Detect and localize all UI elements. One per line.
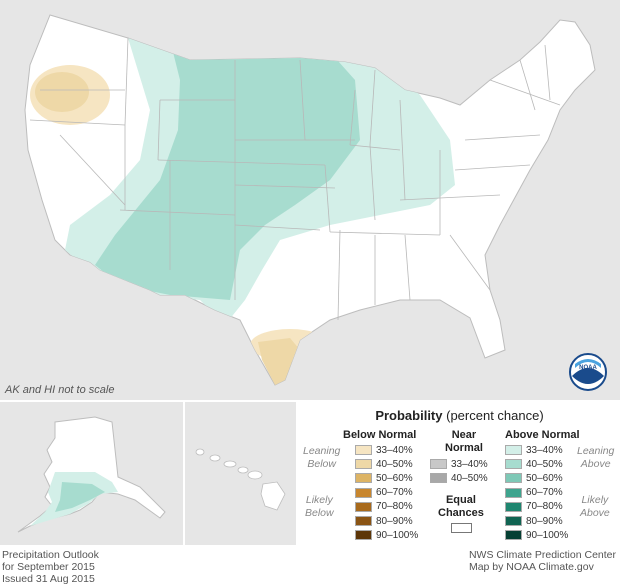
below-normal-row: 33–40%: [355, 444, 413, 456]
above-normal-row: 60–70%: [505, 487, 563, 499]
hawaii-inset: [185, 402, 296, 545]
below-normal-range-label: 50–60%: [376, 472, 413, 484]
above-normal-range-label: 90–100%: [526, 529, 569, 541]
equal-word: Equal: [445, 494, 476, 506]
equal-chances-label: Equal Chances: [438, 494, 484, 520]
below-40-50-texas: [258, 338, 300, 385]
below-normal-row: 80–90%: [355, 515, 413, 527]
below-normal-range-label: 60–70%: [376, 487, 413, 499]
above-leaning-word2: Above: [580, 458, 611, 470]
above-normal-range-label: 80–90%: [526, 515, 563, 527]
below-normal-row: 50–60%: [355, 472, 413, 484]
below-normal-swatch: [355, 445, 372, 455]
state-borders: [29, 37, 561, 321]
near-normal-swatch: [430, 459, 447, 469]
above-normal-row: 40–50%: [505, 458, 563, 470]
above-normal-row: 90–100%: [505, 529, 568, 541]
above-likely-label: Likely Above: [580, 494, 610, 520]
below-leaning-label: Leaning Below: [303, 445, 340, 471]
chances-word: Chances: [438, 507, 484, 519]
below-normal-swatch: [355, 516, 372, 526]
alaska-svg: [17, 416, 166, 533]
legend-title: Probability (percent chance): [299, 408, 620, 423]
above-normal-swatch: [505, 445, 522, 455]
below-normal-swatch: [355, 473, 372, 484]
hawaii-svg: [195, 448, 286, 511]
above-40-50-region: [95, 40, 360, 300]
above-normal-range-label: 70–80%: [526, 501, 563, 513]
near-normal-range-label: 40–50%: [451, 472, 488, 484]
legend-title-bold: Probability: [375, 408, 443, 423]
above-normal-range-label: 40–50%: [526, 458, 563, 470]
below-likely-word2: Below: [305, 507, 334, 519]
conus-map-svg: NOAA: [24, 14, 607, 391]
above-normal-header: Above Normal: [505, 429, 580, 441]
above-normal-swatch: [505, 516, 522, 526]
normal-word: Normal: [445, 442, 483, 454]
below-normal-swatch: [355, 501, 372, 512]
above-normal-swatch: [505, 530, 522, 541]
above-normal-row: 70–80%: [505, 501, 563, 513]
legend: Probability (percent chance) Below Norma…: [299, 402, 620, 545]
above-likely-word2: Above: [580, 507, 610, 519]
below-normal-row: 40–50%: [355, 458, 413, 470]
above-normal-row: 33–40%: [505, 444, 563, 456]
below-normal-swatch: [355, 487, 372, 498]
footer-period: for September 2015: [2, 561, 95, 573]
above-normal-range-label: 33–40%: [526, 444, 563, 456]
below-normal-swatch: [355, 459, 372, 470]
below-normal-swatch: [355, 530, 372, 541]
noaa-logo-text: NOAA: [579, 365, 597, 371]
above-normal-row: 50–60%: [505, 472, 563, 484]
above-normal-range-label: 50–60%: [526, 472, 563, 484]
below-likely-word: Likely: [305, 494, 333, 506]
below-normal-range-label: 90–100%: [376, 529, 419, 541]
below-40-50-pnw: [35, 72, 89, 112]
footer-agency: NWS Climate Prediction Center: [468, 549, 616, 561]
noaa-logo: NOAA: [569, 353, 607, 391]
alaska-above-40-50: [55, 482, 105, 512]
below-leaning-word: Leaning: [303, 445, 341, 457]
footer-product: Precipitation Outlook: [2, 549, 99, 561]
above-normal-swatch: [505, 473, 522, 484]
below-normal-row: 60–70%: [355, 487, 413, 499]
near-normal-row: 33–40%: [430, 458, 488, 470]
below-normal-range-label: 40–50%: [376, 458, 413, 470]
legend-title-rest: (percent chance): [442, 408, 544, 423]
footer-left: Precipitation Outlook for September 2015…: [2, 549, 99, 585]
below-normal-row: 90–100%: [355, 529, 418, 541]
near-normal-row: 40–50%: [430, 472, 488, 484]
above-normal-swatch: [505, 501, 522, 512]
above-leaning-word: Leaning: [577, 445, 615, 457]
near-normal-header: Near Normal: [445, 429, 483, 455]
near-normal-swatch: [430, 473, 447, 484]
above-normal-swatch: [505, 459, 522, 470]
alaska-inset: [0, 402, 183, 545]
below-normal-range-label: 70–80%: [376, 501, 413, 513]
scale-note: AK and HI not to scale: [5, 384, 115, 396]
equal-chances-swatch: [451, 523, 472, 533]
footer-issued: Issued 31 Aug 2015: [2, 573, 95, 585]
near-word: Near: [451, 429, 477, 441]
near-normal-range-label: 33–40%: [451, 458, 488, 470]
below-normal-header: Below Normal: [343, 429, 417, 441]
below-normal-range-label: 80–90%: [376, 515, 413, 527]
below-normal-range-label: 33–40%: [376, 444, 413, 456]
above-likely-word: Likely: [581, 494, 609, 506]
hawaii-islands: [195, 448, 286, 511]
footer-right: NWS Climate Prediction Center Map by NOA…: [469, 549, 616, 573]
above-leaning-label: Leaning Above: [577, 445, 614, 471]
below-likely-label: Likely Below: [305, 494, 334, 520]
footer-credit: Map by NOAA Climate.gov: [468, 561, 594, 573]
below-normal-row: 70–80%: [355, 501, 413, 513]
above-normal-range-label: 60–70%: [526, 487, 563, 499]
below-leaning-word2: Below: [307, 458, 336, 470]
above-normal-swatch: [505, 487, 522, 498]
above-normal-row: 80–90%: [505, 515, 563, 527]
conus-map: NOAA: [0, 0, 620, 400]
